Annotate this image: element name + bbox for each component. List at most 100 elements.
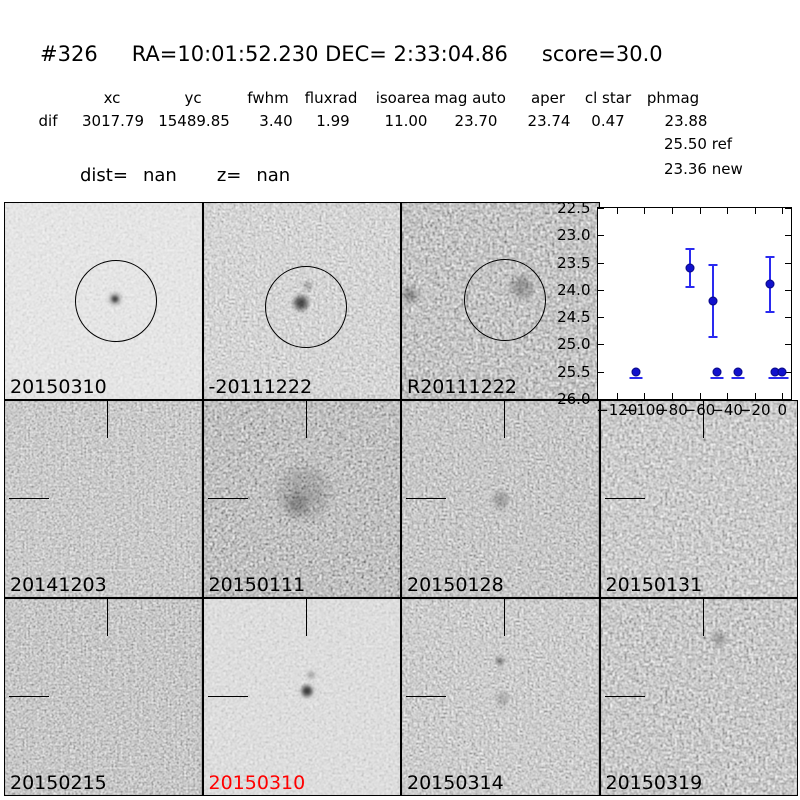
aperture-circle [464, 259, 546, 341]
y-tick [784, 344, 791, 346]
y-tick [597, 317, 604, 319]
cutout-label: 20150128 [407, 574, 504, 596]
x-tick [727, 208, 729, 214]
source-blob [401, 281, 424, 309]
y-tick [597, 289, 604, 291]
cutout-new-20150310: 20150310 [4, 202, 203, 400]
y-tick [784, 371, 791, 373]
position-marker-vertical [305, 401, 307, 438]
position-marker-horizontal [604, 696, 645, 698]
errorbar-cap [708, 263, 718, 266]
col-header-mag-auto: mag auto [434, 89, 506, 107]
cutout-epoch-20150314: 20150314 [401, 598, 600, 796]
data-point [765, 279, 775, 289]
cutout-label: 20150310 [10, 376, 107, 398]
col-header-cl-star: cl star [584, 89, 632, 107]
position-marker-horizontal [406, 498, 446, 500]
z-value: nan [256, 165, 291, 186]
y-tick-label: 23.5 [557, 253, 591, 272]
cutout-label: 20150215 [10, 772, 107, 794]
cutout-label: 20150111 [208, 574, 306, 596]
y-tick [597, 262, 604, 264]
coordinates-text: RA=10:01:52.230 DEC= 2:33:04.86 [131, 42, 508, 66]
data-point [712, 367, 722, 377]
dist-label: dist= [80, 165, 128, 186]
value-aper: 23.74 [527, 112, 571, 130]
figure-title: #326 RA=10:01:52.230 DEC= 2:33:04.86 sco… [40, 42, 663, 66]
x-tick [644, 208, 646, 214]
errorbar-cap [708, 335, 718, 338]
col-header-aper: aper [530, 89, 566, 107]
cutout-label: 20150310 [208, 772, 306, 794]
ref-suffix: ref [711, 135, 733, 153]
value-phmag-ref: 25.50 ref [664, 135, 732, 153]
row-label-dif: dif [38, 112, 58, 130]
y-tick-label: 23.0 [557, 226, 591, 245]
position-marker-vertical [504, 599, 506, 636]
y-tick [784, 262, 791, 264]
y-tick [597, 399, 604, 400]
cutout-epoch-20150319: 20150319 [599, 598, 798, 796]
limit-dash [710, 376, 724, 379]
x-tick-label: −60 [683, 401, 716, 419]
data-point [733, 367, 743, 377]
new-suffix: new [711, 160, 743, 178]
cutout-epoch-20150215: 20150215 [4, 598, 203, 796]
y-tick [784, 289, 791, 291]
source-blob [303, 668, 318, 682]
position-marker-horizontal [9, 696, 49, 698]
value-xc: 3017.79 [81, 112, 145, 130]
cutout-label: -20111222 [208, 376, 313, 398]
x-tick-label: −80 [656, 401, 688, 419]
y-tick-label: 24.0 [557, 280, 591, 299]
z-label: z= [216, 165, 242, 186]
y-tick-label: 25.5 [557, 362, 591, 381]
limit-dash [775, 376, 789, 379]
x-tick [782, 393, 784, 399]
position-marker-vertical [107, 599, 109, 636]
score-text: score=30.0 [541, 42, 663, 66]
position-marker-vertical [107, 401, 109, 438]
y-tick [597, 208, 604, 209]
errorbar-cap [685, 248, 695, 251]
x-tick-label: −100 [623, 401, 665, 419]
data-point [777, 367, 787, 377]
limit-dash [629, 376, 643, 379]
cutout-grid: 20150310 -20111222 R20111222 −120 −100 −80… [4, 199, 798, 796]
x-tick [727, 393, 729, 399]
x-tick-label: 0 [777, 401, 787, 419]
cutout-epoch-20150310-detection: 20150310 [202, 598, 401, 796]
source-blob [491, 687, 515, 711]
position-marker-horizontal [207, 498, 248, 500]
x-tick [754, 393, 756, 399]
position-marker-horizontal [207, 696, 248, 698]
limit-dash [768, 376, 782, 379]
col-header-fluxrad: fluxrad [304, 89, 358, 107]
y-tick [784, 235, 791, 237]
cutout-label: R20111222 [407, 376, 517, 398]
x-tick-label: −40 [711, 401, 743, 419]
cutout-label: 20150314 [407, 772, 504, 794]
position-marker-vertical [702, 599, 704, 636]
value-fluxrad: 1.99 [316, 112, 350, 130]
x-tick [671, 208, 673, 214]
y-tick-label: 24.5 [557, 308, 591, 327]
cutout-label: 20150131 [605, 574, 703, 596]
cutout-epoch-20141203: 20141203 [4, 400, 203, 598]
limit-dash [731, 376, 745, 379]
source-blob [258, 448, 349, 538]
position-marker-vertical [504, 401, 506, 438]
col-header-xc: xc [103, 89, 121, 107]
errorbar-cap [685, 285, 695, 288]
value-phmag-new: 23.36 new [664, 160, 743, 178]
position-marker-horizontal [9, 498, 49, 500]
light-curve-plot: −120 −100 −80 −60 −40 −20 0 22.5 23.0 23.5 24.0 24.… [557, 199, 792, 419]
light-curve-panel: −120 −100 −80 −60 −40 −20 0 22.5 23.0 23.5 24.0 24.… [557, 199, 798, 419]
aperture-circle [264, 266, 347, 348]
value-cl-star: 0.47 [591, 112, 625, 130]
ref-mag: 25.50 [664, 135, 707, 153]
position-marker-vertical [305, 599, 307, 636]
source-blob [296, 681, 317, 701]
col-header-isoarea: isoarea [375, 89, 431, 107]
